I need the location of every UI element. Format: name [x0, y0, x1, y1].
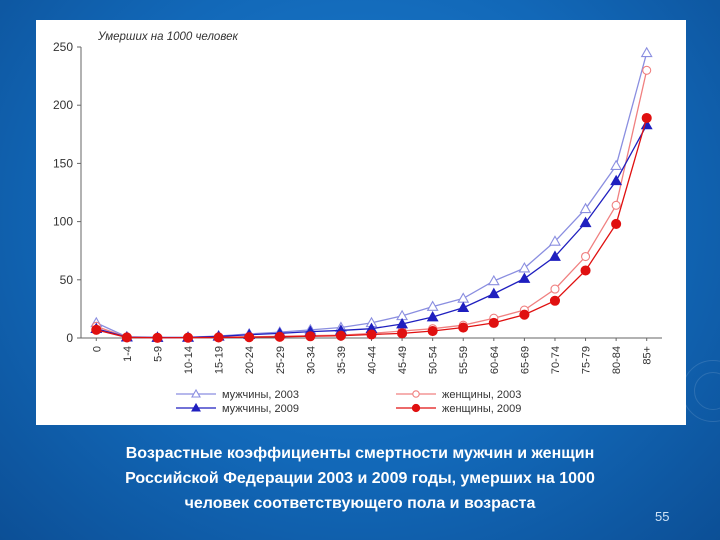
data-point-circle [549, 295, 561, 306]
x-tick-label: 65-69 [519, 346, 531, 374]
data-point-circle [519, 309, 530, 320]
data-point-circle [305, 331, 316, 342]
data-point-circle [274, 331, 285, 342]
unit-label: Умерших на 1000 человек [97, 31, 238, 43]
legend-label: мужчины, 2003 [222, 389, 299, 401]
legend-label: мужчины, 2009 [222, 403, 299, 415]
data-point-circle [550, 284, 560, 294]
data-point-circle [152, 332, 163, 343]
data-point-triangle [640, 46, 653, 58]
data-point-triangle [487, 287, 500, 299]
y-tick-label: 150 [53, 156, 73, 170]
x-tick-label: 55-59 [458, 346, 470, 374]
data-point-circle [121, 332, 132, 343]
x-tick-label: 5-9 [152, 346, 164, 362]
data-point-triangle [549, 235, 561, 246]
data-point-triangle [518, 272, 531, 283]
x-tick-label: 45-49 [397, 346, 409, 374]
chart-panel: 0 50 100 150 200 250 0 1-4 5-9 10-14 15-19 20-24 25-… [36, 20, 686, 425]
x-tick-label: 0 [91, 346, 103, 352]
data-point-triangle [426, 300, 439, 311]
series-4 [91, 112, 652, 343]
x-tick-label: 80-84 [611, 346, 623, 374]
x-tick-label: 50-54 [428, 346, 440, 374]
data-point-triangle [579, 216, 592, 228]
data-point-circle [611, 200, 621, 210]
series-line [96, 117, 648, 339]
data-point-circle [366, 329, 377, 340]
data-point-circle [213, 332, 224, 343]
data-point-circle [611, 218, 622, 229]
legend-label: женщины, 2009 [442, 403, 521, 415]
data-point-circle [335, 330, 346, 341]
data-point-circle [427, 325, 438, 337]
mortality-chart: 0 50 100 150 200 250 0 1-4 5-9 10-14 15-19 20-24 25-… [53, 31, 662, 415]
data-point-circle [412, 390, 420, 398]
data-point-triangle [457, 301, 470, 313]
data-point-circle [411, 403, 421, 413]
data-point-triangle [549, 250, 561, 261]
y-tick-label: 250 [53, 40, 73, 54]
caption-line-1: Возрастные коэффициенты смертности мужчи… [125, 445, 595, 462]
legend-item: мужчины, 2009 [176, 402, 299, 415]
data-point-triangle [610, 159, 623, 171]
legend-item: женщины, 2009 [396, 403, 521, 415]
data-point-triangle [518, 262, 531, 273]
x-tick-label: 70-74 [550, 346, 562, 374]
x-tick-label: 60-64 [489, 346, 501, 374]
series-line [96, 52, 648, 339]
data-point-circle [642, 65, 652, 75]
caption-line-3: человек соответствующего пола и возраста [184, 495, 536, 512]
data-point-triangle [426, 310, 439, 322]
series-3 [90, 118, 653, 342]
y-tick-label: 0 [66, 331, 73, 345]
x-tick-label: 30-34 [305, 346, 317, 374]
legend-label: женщины, 2003 [442, 389, 521, 401]
x-tick-label: 1-4 [122, 346, 134, 362]
data-point-circle [244, 332, 255, 343]
y-tick-label: 50 [60, 273, 74, 287]
x-tick-label: 40-44 [367, 346, 379, 374]
y-tick-label: 200 [53, 98, 73, 112]
y-tick-label: 100 [53, 215, 73, 229]
data-point-triangle [396, 317, 409, 329]
data-point-circle [182, 332, 194, 343]
data-point-triangle [191, 402, 201, 412]
data-point-circle [580, 265, 591, 276]
x-tick-label: 25-29 [275, 346, 287, 374]
x-tick-label: 75-79 [581, 346, 593, 374]
data-point-circle [581, 251, 591, 262]
data-point-triangle [457, 292, 470, 303]
x-tick-label: 20-24 [244, 346, 256, 374]
slide-number: 55 [655, 509, 670, 524]
legend-item: мужчины, 2003 [176, 388, 299, 401]
x-tick-label: 10-14 [183, 346, 195, 374]
x-tick-label: 15-19 [214, 346, 226, 374]
data-point-circle [458, 322, 469, 333]
caption-line-2: Российской Федерации 2003 и 2009 годы, у… [125, 470, 595, 487]
data-point-circle [397, 328, 408, 339]
data-point-circle [488, 317, 499, 328]
slide-caption: Возрастные коэффициенты смертности мужчи… [40, 441, 680, 516]
data-point-triangle [191, 388, 201, 398]
data-point-triangle [579, 202, 592, 214]
series-2 [91, 65, 652, 343]
x-tick-label: 35-39 [336, 346, 348, 374]
legend-item: женщины, 2003 [396, 389, 521, 401]
data-point-circle [91, 324, 102, 335]
data-point-circle [641, 112, 652, 124]
data-point-triangle [487, 274, 500, 286]
series-line [96, 70, 648, 339]
series-1 [90, 46, 653, 342]
x-tick-label: 85+ [642, 346, 654, 365]
data-point-triangle [610, 174, 623, 186]
